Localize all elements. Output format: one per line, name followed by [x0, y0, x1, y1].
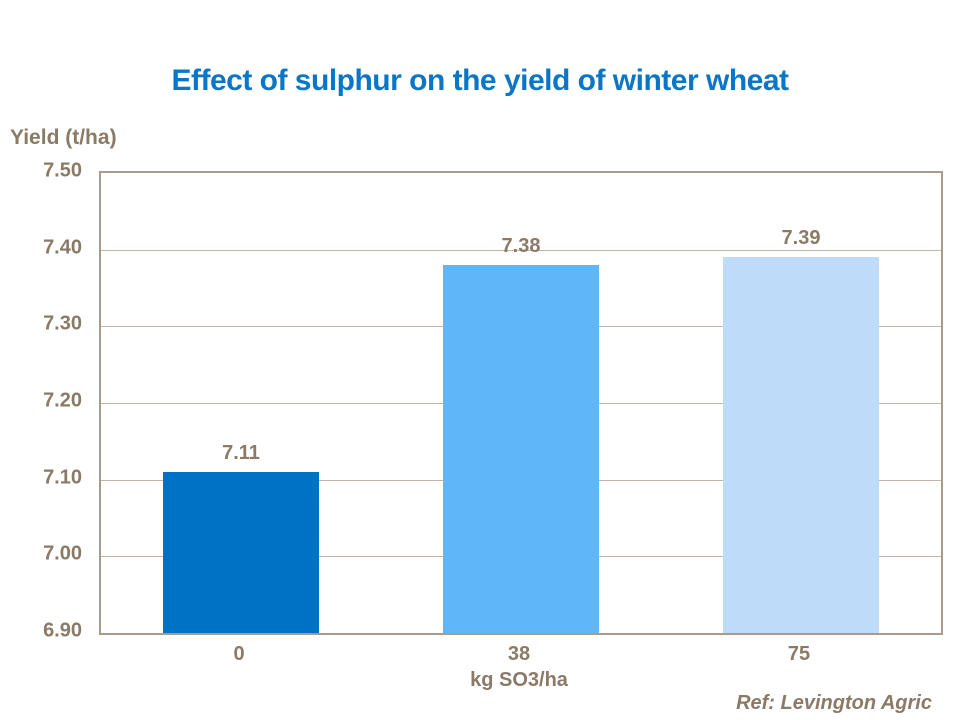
x-axis-tick-labels: 0 38 75	[99, 643, 939, 667]
y-tick-label: 7.00	[43, 542, 82, 565]
page-title: Effect of sulphur on the yield of winter…	[171, 64, 789, 97]
bar	[163, 472, 319, 633]
y-tick-label: 7.30	[43, 312, 82, 335]
bar	[443, 265, 599, 633]
gridline	[101, 249, 941, 251]
x-tick-label: 0	[233, 643, 245, 665]
x-tick-label: 38	[507, 643, 531, 665]
y-axis-title: Yield (t/ha)	[10, 126, 117, 149]
plot-area: 7.11 7.38 7.39	[99, 171, 943, 635]
bar	[723, 257, 879, 633]
x-axis-title: kg SO3/ha	[470, 669, 568, 691]
bar-value-label: 7.11	[222, 442, 260, 464]
y-tick-label: 7.50	[43, 159, 82, 182]
bar-value-label: 7.39	[781, 227, 821, 250]
y-tick-label: 7.20	[43, 389, 82, 412]
y-tick-label: 6.90	[43, 619, 82, 642]
y-tick-label: 7.10	[43, 466, 82, 489]
y-axis-tick-labels: 7.50 7.40 7.30 7.20 7.10 7.00 6.90	[0, 160, 82, 642]
y-tick-label: 7.40	[43, 236, 82, 259]
reference-text: Ref: Levington Agric	[736, 692, 932, 714]
x-tick-label: 75	[787, 643, 811, 665]
bar-value-label: 7.38	[501, 235, 541, 257]
